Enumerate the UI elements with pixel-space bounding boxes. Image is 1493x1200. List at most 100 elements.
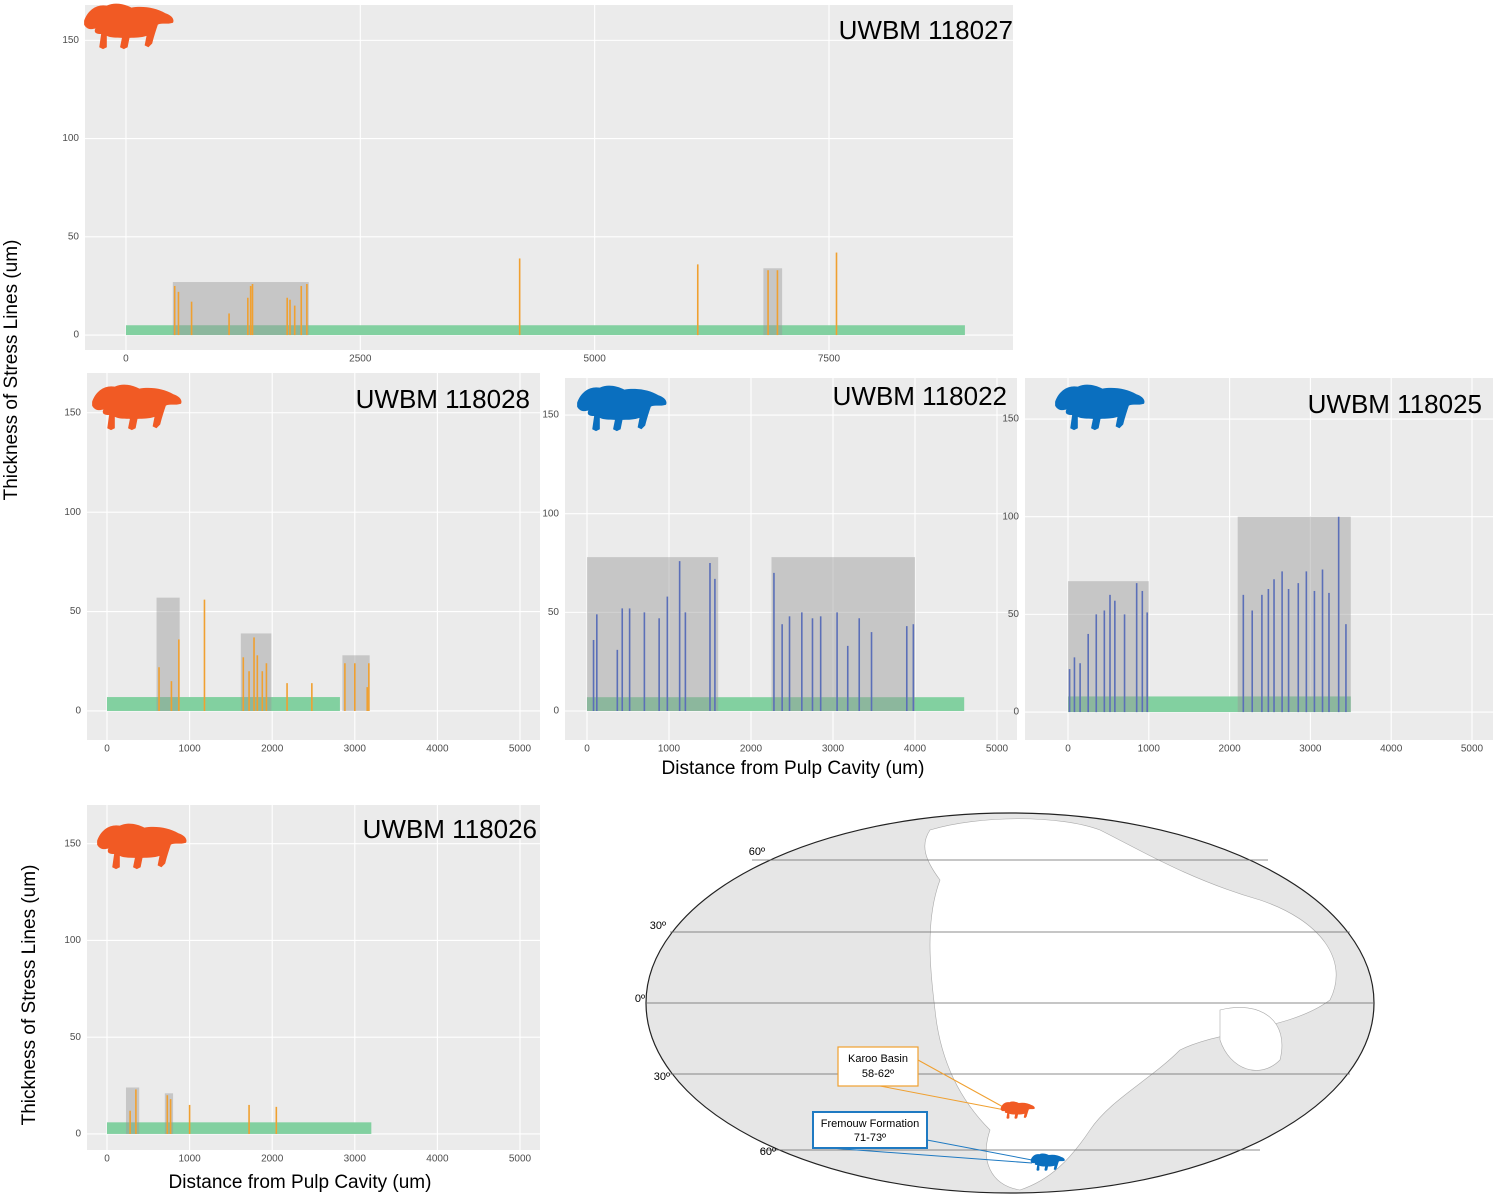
stress-region xyxy=(586,557,719,712)
callout-line xyxy=(917,1059,1006,1109)
tooth-span xyxy=(586,697,965,712)
x-tick-label: 0 xyxy=(104,1154,110,1165)
y-tick-label: 50 xyxy=(70,1032,82,1043)
x-tick-label: 3000 xyxy=(1299,744,1322,755)
plot-background xyxy=(87,373,540,740)
y-tick-label: 100 xyxy=(1002,511,1019,522)
x-tick-label: 3000 xyxy=(344,1154,367,1165)
y-tick-label: 50 xyxy=(68,231,80,242)
y-tick-label: 0 xyxy=(73,330,79,341)
y-tick-label: 100 xyxy=(64,935,81,946)
panel-title: UWBM 118028 xyxy=(356,384,530,414)
x-tick-label: 3000 xyxy=(344,744,367,755)
plot-background xyxy=(565,378,1017,740)
latitude-label: 60º xyxy=(760,1146,776,1158)
x-tick-label: 0 xyxy=(1065,744,1071,755)
stress-region xyxy=(1237,516,1351,713)
x-tick-label: 0 xyxy=(584,744,590,755)
panel: 0 50 100 150 0 1000 2000 3000 4000 5000 UWBM 11802… xyxy=(19,805,540,1193)
x-tick-label: 5000 xyxy=(1461,744,1484,755)
latitude-label: 60º xyxy=(749,846,765,858)
panel-title: UWBM 118022 xyxy=(833,381,1007,411)
y-tick-label: 50 xyxy=(1008,609,1020,620)
x-axis-label: Distance from Pulp Cavity (um) xyxy=(662,758,925,779)
stress-region xyxy=(156,597,180,711)
callout-lines xyxy=(879,1059,1006,1111)
x-tick-label: 5000 xyxy=(986,744,1009,755)
y-tick-label: 100 xyxy=(64,507,81,518)
x-tick-label: 2000 xyxy=(261,1154,284,1165)
y-tick-label: 150 xyxy=(62,35,79,46)
x-tick-label: 5000 xyxy=(584,354,607,365)
y-tick-label: 0 xyxy=(1013,707,1019,718)
panel-title: UWBM 118026 xyxy=(363,814,537,844)
stress-region xyxy=(771,557,915,712)
x-axis-label: Distance from Pulp Cavity (um) xyxy=(169,1172,432,1193)
x-tick-label: 4000 xyxy=(1380,744,1403,755)
x-tick-label: 5000 xyxy=(509,744,532,755)
site-box xyxy=(812,1111,928,1149)
panel: 0 50 100 150 0 2500 5000 7500 UWBM 118027 Thickne… xyxy=(1,5,1013,500)
x-tick-label: 2000 xyxy=(1218,744,1241,755)
y-tick-label: 150 xyxy=(1002,414,1019,425)
x-tick-label: 1000 xyxy=(178,744,201,755)
x-tick-label: 0 xyxy=(123,354,129,365)
site-range: 71-73º xyxy=(854,1132,886,1144)
y-axis-label: Thickness of Stress Lines (um) xyxy=(19,865,40,1126)
y-tick-label: 50 xyxy=(70,606,82,617)
stress-region xyxy=(172,282,309,336)
tooth-span xyxy=(125,325,965,336)
y-tick-label: 150 xyxy=(64,838,81,849)
x-tick-label: 4000 xyxy=(426,1154,449,1165)
y-tick-label: 100 xyxy=(62,133,79,144)
stress-region xyxy=(342,655,370,711)
stress-region xyxy=(1067,581,1149,713)
y-tick-label: 150 xyxy=(64,407,81,418)
panel: 0 50 100 150 0 1000 2000 3000 4000 5000 UWBM 11802… xyxy=(1002,378,1493,755)
tooth-span xyxy=(106,1122,372,1134)
tooth-span xyxy=(106,697,340,711)
callout-lines xyxy=(829,1139,1033,1164)
x-tick-label: 2000 xyxy=(740,744,763,755)
x-tick-label: 2500 xyxy=(349,354,372,365)
panel-title: UWBM 118025 xyxy=(1308,389,1482,419)
y-axis-label: Thickness of Stress Lines (um) xyxy=(1,240,22,501)
landmass xyxy=(1219,1007,1283,1071)
y-tick-label: 0 xyxy=(553,706,559,717)
callout-line xyxy=(829,1147,1033,1164)
x-tick-label: 4000 xyxy=(904,744,927,755)
latitude-lines xyxy=(646,859,1374,1151)
x-tick-label: 1000 xyxy=(178,1154,201,1165)
y-tick-label: 0 xyxy=(75,1129,81,1140)
x-tick-label: 1000 xyxy=(1138,744,1161,755)
paleomap: 60º 30º 0º 30º 60º Karoo Basin 58-62º Fr… xyxy=(635,812,1375,1194)
callout-line xyxy=(879,1085,1006,1111)
panel-title: UWBM 118027 xyxy=(839,15,1013,45)
latitude-label: 30º xyxy=(654,1071,670,1083)
x-tick-label: 4000 xyxy=(426,744,449,755)
tooth-span xyxy=(1067,696,1351,713)
x-tick-label: 7500 xyxy=(818,354,841,365)
plot-background xyxy=(85,5,1013,350)
y-tick-label: 0 xyxy=(75,706,81,717)
y-tick-label: 50 xyxy=(548,607,560,618)
site-name: Fremouw Formation xyxy=(821,1118,919,1130)
stress-region xyxy=(125,1087,140,1134)
callout-line xyxy=(926,1139,1033,1161)
x-tick-label: 5000 xyxy=(509,1154,532,1165)
y-tick-label: 100 xyxy=(542,508,559,519)
latitude-label: 0º xyxy=(635,993,645,1005)
stress-region xyxy=(164,1093,174,1134)
site-box xyxy=(837,1046,919,1087)
x-tick-label: 1000 xyxy=(658,744,681,755)
stress-region xyxy=(763,268,783,336)
latitude-label: 30º xyxy=(650,920,666,932)
plot-background xyxy=(1025,378,1493,740)
site-range: 58-62º xyxy=(862,1068,894,1080)
x-tick-label: 0 xyxy=(104,744,110,755)
site-name: Karoo Basin xyxy=(848,1053,908,1065)
x-tick-label: 3000 xyxy=(822,744,845,755)
